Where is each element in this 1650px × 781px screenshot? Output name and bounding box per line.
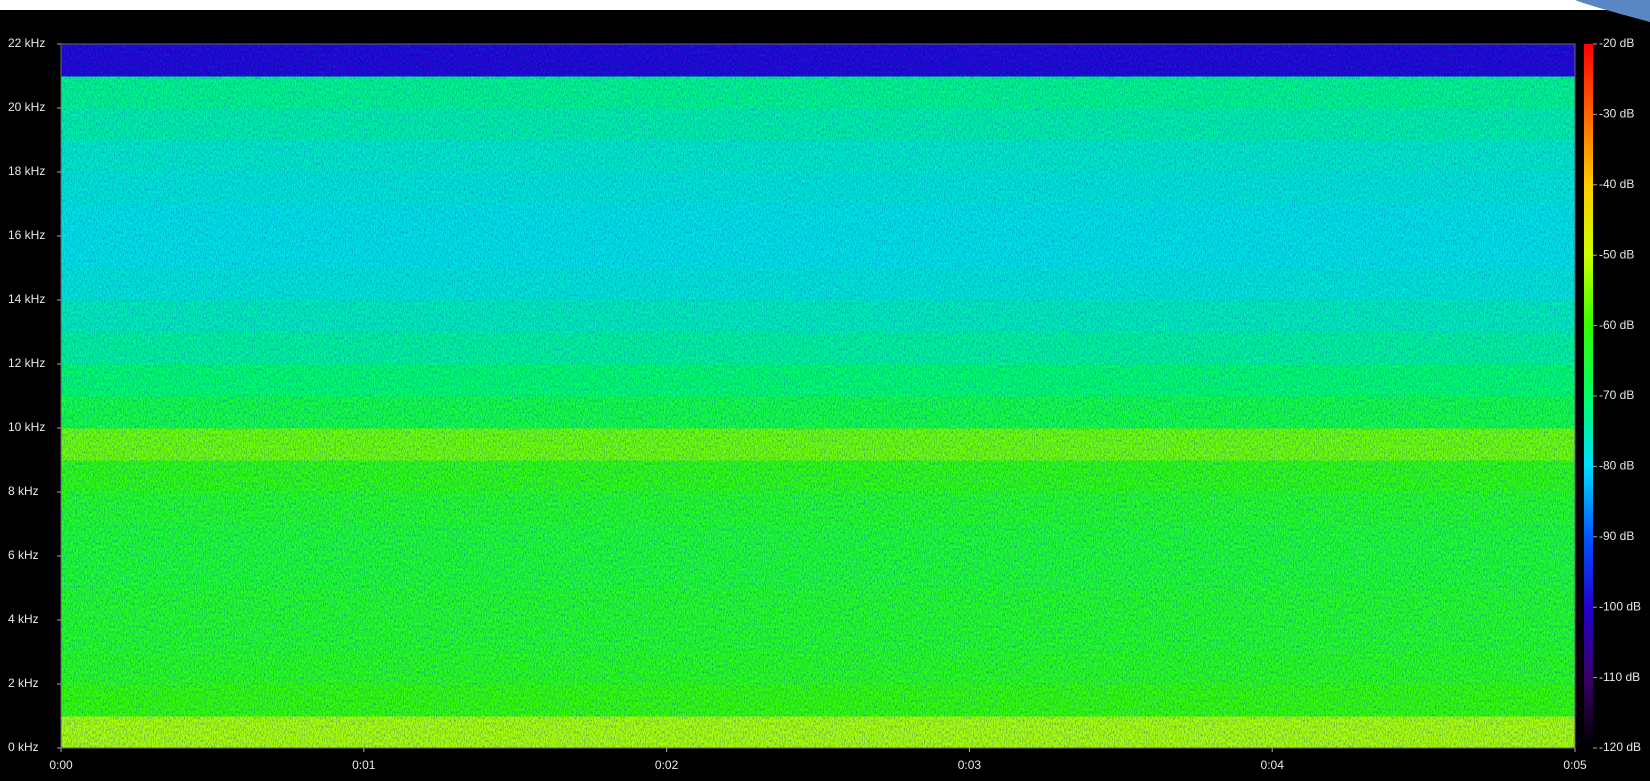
y-tick-label: 4 kHz	[8, 612, 39, 626]
colorbar-tick-label: -30 dB	[1599, 107, 1634, 121]
colorbar	[1584, 44, 1593, 748]
x-tick-label: 0:00	[49, 758, 73, 772]
colorbar-tick-label: -120 dB	[1599, 740, 1641, 754]
spectrogram-view: 0 kHz 2 kHz 4 kHz 6 kHz 8 kHz 10 kHz 12 kHz 14 …	[0, 0, 1650, 781]
noise-texture	[61, 44, 1575, 748]
y-tick-label: 18 kHz	[8, 164, 45, 178]
x-tick-label: 0:04	[1261, 758, 1285, 772]
top-strip	[0, 0, 1650, 10]
colorbar-tick-label: -40 dB	[1599, 177, 1634, 191]
y-tick-label: 16 kHz	[8, 228, 45, 242]
page: 0 kHz 2 kHz 4 kHz 6 kHz 8 kHz 10 kHz 12 kHz 14 …	[0, 0, 1650, 781]
colorbar-tick-label: -90 dB	[1599, 529, 1634, 543]
colorbar-tick-label: -60 dB	[1599, 318, 1634, 332]
x-tick-label: 0:02	[655, 758, 679, 772]
x-tick-label: 0:01	[352, 758, 376, 772]
colorbar-tick-label: -100 dB	[1599, 599, 1641, 613]
y-tick-label: 6 kHz	[8, 548, 39, 562]
colorbar-tick-label: -20 dB	[1599, 36, 1634, 50]
y-tick-label: 2 kHz	[8, 676, 39, 690]
colorbar-tick-label: -80 dB	[1599, 459, 1634, 473]
colorbar-tick-label: -70 dB	[1599, 388, 1634, 402]
y-tick-label: 22 kHz	[8, 36, 45, 50]
y-tick-label: 0 kHz	[8, 740, 39, 754]
colorbar-tick-label: -110 dB	[1599, 670, 1640, 684]
y-tick-label: 14 kHz	[8, 292, 45, 306]
y-tick-label: 20 kHz	[8, 100, 45, 114]
y-tick-label: 12 kHz	[8, 356, 45, 370]
x-tick-label: 0:03	[958, 758, 982, 772]
colorbar-tick-label: -50 dB	[1599, 247, 1634, 261]
x-tick-label: 0:05	[1563, 758, 1587, 772]
y-tick-label: 10 kHz	[8, 420, 45, 434]
corner-decoration	[1575, 0, 1650, 22]
y-tick-label: 8 kHz	[8, 484, 39, 498]
